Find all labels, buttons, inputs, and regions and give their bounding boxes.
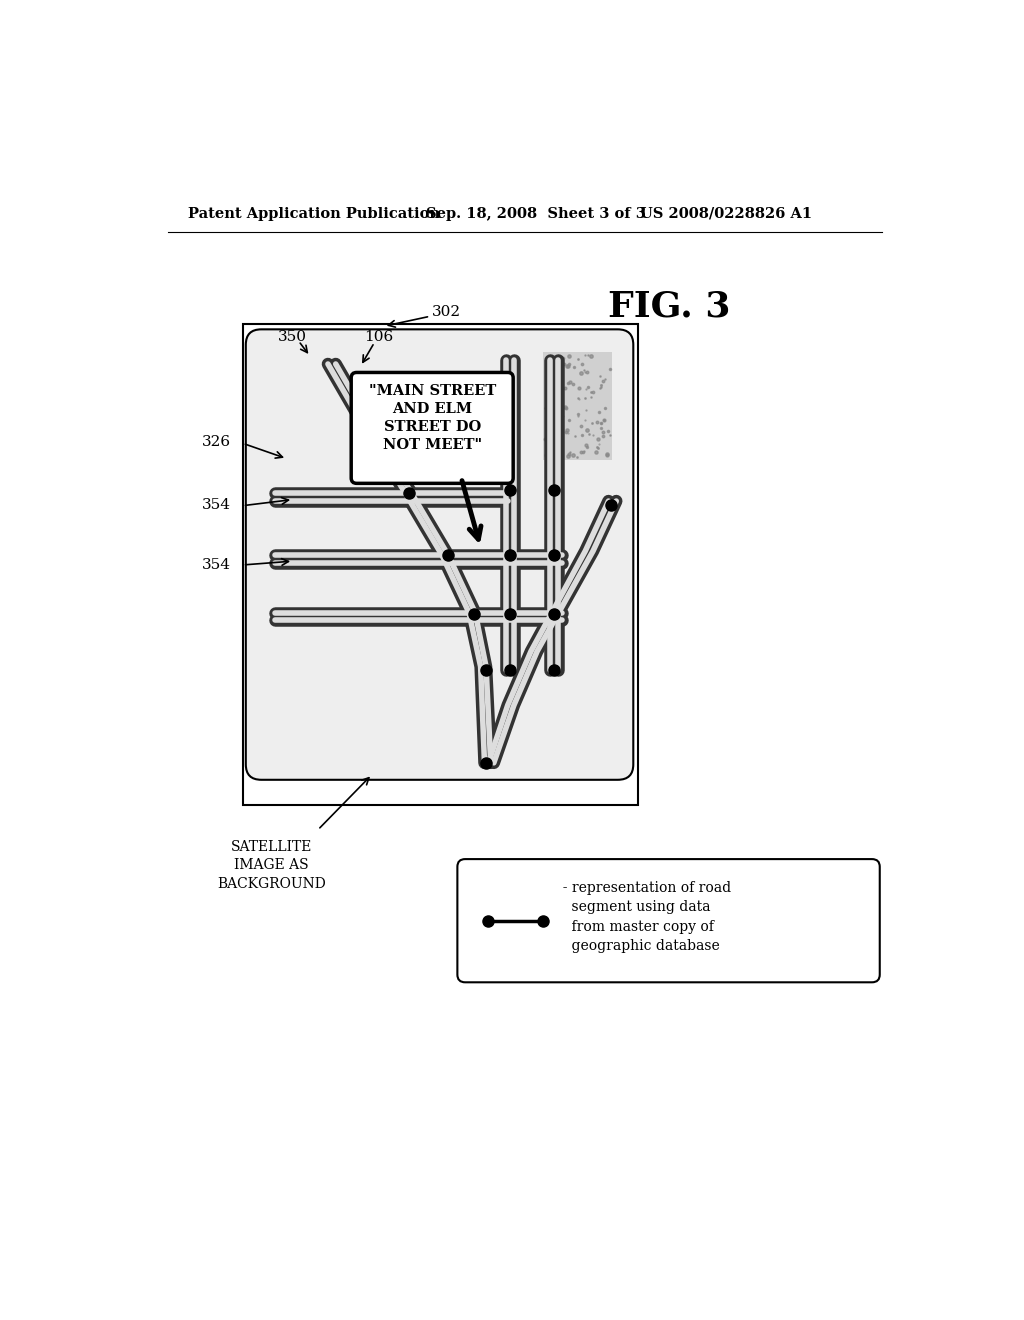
FancyBboxPatch shape [458,859,880,982]
Text: 326: 326 [202,434,230,449]
Text: 350: 350 [279,330,307,345]
Text: "MAIN STREET
AND ELM
STREET DO
NOT MEET": "MAIN STREET AND ELM STREET DO NOT MEET" [369,384,496,451]
Text: Patent Application Publication: Patent Application Publication [188,207,440,220]
Bar [243,323,638,805]
Text: Sep. 18, 2008  Sheet 3 of 3: Sep. 18, 2008 Sheet 3 of 3 [426,207,646,220]
Text: 302: 302 [432,305,461,319]
Text: 354: 354 [202,558,230,572]
Text: FIG. 3: FIG. 3 [608,289,731,323]
Text: 354: 354 [202,498,230,512]
Text: US 2008/0228826 A1: US 2008/0228826 A1 [640,207,812,220]
Text: - representation of road
    segment using data
    from master copy of
    geog: - representation of road segment using d… [554,880,731,953]
Bar [543,352,612,461]
FancyBboxPatch shape [246,330,633,780]
Text: 106: 106 [365,330,393,345]
FancyBboxPatch shape [351,372,513,483]
Text: SATELLITE
IMAGE AS
BACKGROUND: SATELLITE IMAGE AS BACKGROUND [217,840,326,891]
